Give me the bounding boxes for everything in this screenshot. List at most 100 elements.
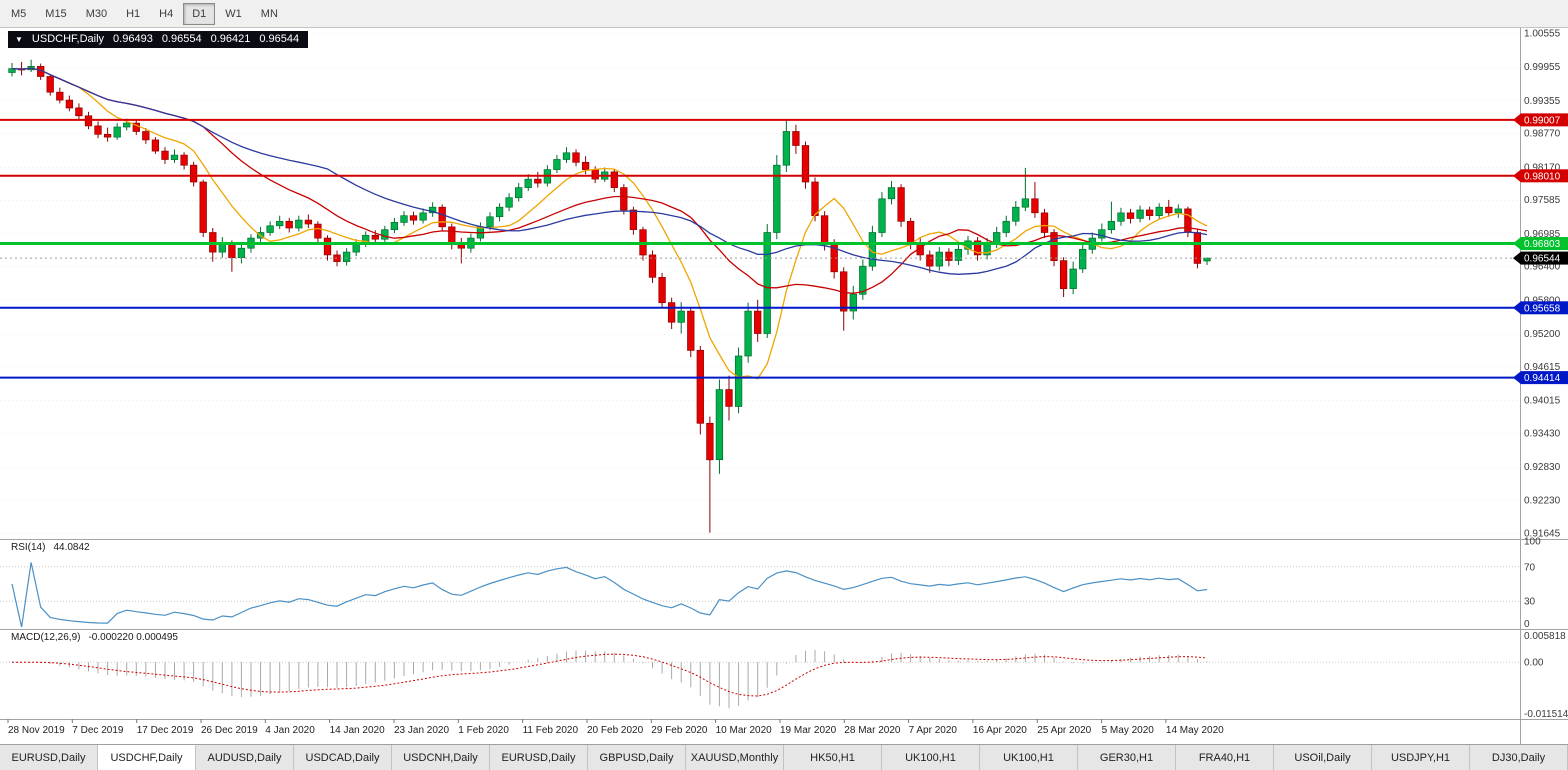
chart-tab-UK100-H1[interactable]: UK100,H1 xyxy=(980,745,1078,770)
svg-text:30: 30 xyxy=(1524,597,1536,608)
price-tag: 0.96544 xyxy=(1513,251,1568,265)
price-tag: 0.96803 xyxy=(1513,237,1568,251)
chart-tab-HK50-H1[interactable]: HK50,H1 xyxy=(784,745,882,770)
chart-tab-EURUSD-Daily[interactable]: EURUSD,Daily xyxy=(490,745,588,770)
svg-text:0.96544: 0.96544 xyxy=(1524,254,1561,265)
date-label: 14 Jan 2020 xyxy=(330,725,385,736)
date-label: 1 Feb 2020 xyxy=(458,725,509,736)
price-axis-label: 0.92230 xyxy=(1524,496,1561,507)
price-axis-label: 0.99955 xyxy=(1524,62,1561,73)
price-axis-label: 0.93430 xyxy=(1524,428,1561,439)
svg-text:0.99007: 0.99007 xyxy=(1524,115,1561,126)
chart-tab-USDCNH-Daily[interactable]: USDCNH,Daily xyxy=(392,745,490,770)
timeframe-button-MN[interactable]: MN xyxy=(260,7,278,20)
price-axis-label: 1.00555 xyxy=(1524,29,1561,40)
date-label: 20 Feb 2020 xyxy=(587,725,644,736)
timeframe-button-W1[interactable]: W1 xyxy=(225,7,242,20)
date-label: 25 Apr 2020 xyxy=(1037,725,1091,736)
price-axis-label: 0.99355 xyxy=(1524,96,1561,107)
chart-tab-bar: EURUSD,Daily USDCHF,Daily AUDUSD,Daily USDC… xyxy=(0,744,1568,770)
ma-line-8 xyxy=(11,67,1208,380)
date-label: 14 May 2020 xyxy=(1166,725,1224,736)
date-label: 28 Mar 2020 xyxy=(844,725,901,736)
chart-tab-DJ30-Daily[interactable]: DJ30,Daily xyxy=(1470,745,1568,770)
date-label: 19 Mar 2020 xyxy=(780,725,837,736)
price-grid xyxy=(0,33,1520,534)
candlestick-chart[interactable]: 1.00555 0.99955 0.99355 0.98770 0.98170 0.975… xyxy=(0,28,1568,744)
chart-tab-AUDUSD-Daily[interactable]: AUDUSD,Daily xyxy=(196,745,294,770)
ma-line-21 xyxy=(11,67,1208,294)
rsi-panel: 100 70 30 0 xyxy=(0,537,1541,630)
price-axis-label: 0.95200 xyxy=(1524,329,1561,340)
rsi-line xyxy=(11,562,1208,628)
chart-tab-USOil-Daily[interactable]: USOil,Daily xyxy=(1274,745,1372,770)
chart-tab-USDCHF-Daily[interactable]: USDCHF,Daily xyxy=(98,745,196,770)
date-label: 23 Jan 2020 xyxy=(394,725,449,736)
price-axis-label: 0.96400 xyxy=(1524,262,1561,273)
panel-frame xyxy=(0,28,1568,744)
timeframe-button-H1[interactable]: H1 xyxy=(126,7,141,20)
date-label: 4 Jan 2020 xyxy=(265,725,315,736)
price-axis-label: 0.94615 xyxy=(1524,362,1561,373)
date-label: 10 Mar 2020 xyxy=(716,725,773,736)
date-label: 11 Feb 2020 xyxy=(523,725,579,736)
time-axis[interactable]: 28 Nov 2019 7 Dec 2019 17 Dec 2019 26 Dec 2… xyxy=(7,719,1224,736)
chart-tab-UK100-H1[interactable]: UK100,H1 xyxy=(882,745,980,770)
timeframe-button-M30[interactable]: M30 xyxy=(85,7,108,20)
price-axis[interactable]: 1.00555 0.99955 0.99355 0.98770 0.98170 0.975… xyxy=(1524,29,1561,540)
price-axis-label: 0.98770 xyxy=(1524,129,1561,140)
svg-text:0.95658: 0.95658 xyxy=(1524,303,1561,314)
ma-line-34 xyxy=(11,67,1208,275)
ohlc-high: 0.96554 xyxy=(161,33,202,45)
chart-tab-GBPUSD-Daily[interactable]: GBPUSD,Daily xyxy=(588,745,686,770)
svg-text:100: 100 xyxy=(1524,537,1541,548)
ohlc-low: 0.96421 xyxy=(210,33,251,45)
timeframe-toolbar: M5 M15 M30 H1 H4 D1 W1 MN xyxy=(0,0,1568,28)
chart-tab-XAUUSD-Monthly[interactable]: XAUUSD,Monthly xyxy=(686,745,784,770)
rsi-header: RSI(14) 44.0842 xyxy=(8,542,93,553)
date-label: 26 Dec 2019 xyxy=(201,725,258,736)
rsi-value: 44.0842 xyxy=(53,542,90,553)
chart-tab-USDCAD-Daily[interactable]: USDCAD,Daily xyxy=(294,745,392,770)
price-axis-label: 0.96985 xyxy=(1524,229,1561,240)
chart-tab-EURUSD-Daily[interactable]: EURUSD,Daily xyxy=(0,745,98,770)
svg-text:0.96803: 0.96803 xyxy=(1524,239,1561,250)
svg-text:0.005818: 0.005818 xyxy=(1524,631,1566,642)
timeframe-button-H4[interactable]: H4 xyxy=(159,7,174,20)
date-label: 29 Feb 2020 xyxy=(651,725,708,736)
svg-text:0.00: 0.00 xyxy=(1524,658,1544,669)
candles xyxy=(8,59,1211,533)
timeframe-button-M15[interactable]: M15 xyxy=(45,7,67,20)
symbol-name: USDCHF,Daily xyxy=(31,33,105,45)
price-tag: 0.95658 xyxy=(1513,301,1568,315)
price-axis-label: 0.94015 xyxy=(1524,396,1561,407)
macd-panel: 0.005818 0.00 -0.011514 xyxy=(0,631,1568,720)
svg-text:0.94414: 0.94414 xyxy=(1524,373,1561,384)
macd-header: MACD(12,26,9) -0.000220 0.000495 xyxy=(8,632,181,643)
svg-text:-0.011514: -0.011514 xyxy=(1524,709,1568,720)
timeframe-button-M5[interactable]: M5 xyxy=(11,7,27,20)
rsi-title: RSI(14) xyxy=(11,542,46,553)
date-label: 28 Nov 2019 xyxy=(8,725,65,736)
macd-title: MACD(12,26,9) xyxy=(11,632,81,643)
price-axis-label: 0.97585 xyxy=(1524,195,1561,206)
price-axis-label: 0.91645 xyxy=(1524,529,1561,540)
ohlc-close: 0.96544 xyxy=(259,33,300,45)
collapse-arrow-icon[interactable]: ▼ xyxy=(15,34,23,44)
date-label: 17 Dec 2019 xyxy=(137,725,194,736)
price-axis-label: 0.98170 xyxy=(1524,162,1561,173)
price-tag: 0.98010 xyxy=(1513,169,1568,183)
symbol-ohlc-label: ▼ USDCHF,Daily 0.96493 0.96554 0.96421 0… xyxy=(8,31,309,48)
date-label: 7 Apr 2020 xyxy=(909,725,958,736)
timeframe-button-D1[interactable]: D1 xyxy=(183,2,216,25)
macd-values: -0.000220 0.000495 xyxy=(88,632,178,643)
macd-histogram xyxy=(21,650,1208,709)
chart-tab-USDJPY-H1[interactable]: USDJPY,H1 xyxy=(1372,745,1470,770)
macd-signal-line xyxy=(12,653,1208,697)
date-label: 5 May 2020 xyxy=(1102,725,1155,736)
chart-tab-FRA40-H1[interactable]: FRA40,H1 xyxy=(1176,745,1274,770)
chart-tab-GER30-H1[interactable]: GER30,H1 xyxy=(1078,745,1176,770)
svg-text:0.98010: 0.98010 xyxy=(1524,171,1561,182)
chart-area: 1.00555 0.99955 0.99355 0.98770 0.98170 0.975… xyxy=(0,28,1568,744)
